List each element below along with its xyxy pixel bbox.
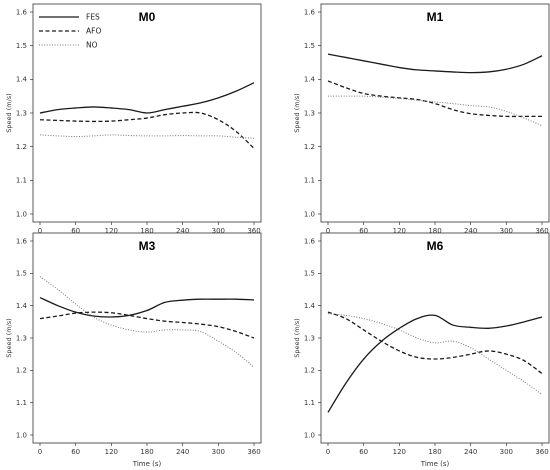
panel-title: M0 — [139, 10, 156, 24]
x-tick-label: 180 — [428, 448, 441, 456]
x-tick-label: 0 — [326, 227, 330, 235]
x-tick-label: 300 — [500, 227, 513, 235]
series-line-fes — [327, 53, 543, 74]
y-tick-label: 1.2 — [304, 367, 315, 375]
y-tick-label: 1.1 — [16, 177, 27, 185]
y-tick-label: 1.6 — [304, 237, 316, 245]
y-tick-label: 1.3 — [304, 334, 315, 342]
y-tick-label: 1.6 — [304, 8, 316, 16]
x-tick-label: 360 — [247, 448, 260, 456]
legend-label-afo: AFO — [86, 27, 101, 36]
y-axis-label: Speed (m/s) — [293, 318, 301, 357]
x-tick-label: 120 — [393, 448, 406, 456]
x-tick-label: 300 — [212, 448, 225, 456]
series-line-fes — [39, 296, 255, 318]
y-tick-label: 1.2 — [16, 367, 27, 375]
plot-frame — [320, 232, 550, 444]
x-tick-label: 0 — [326, 448, 330, 456]
x-tick-label: 300 — [500, 448, 513, 456]
y-tick-label: 1.3 — [16, 109, 27, 117]
panel-title: M1 — [427, 10, 444, 24]
y-tick-label: 1.1 — [304, 177, 315, 185]
y-tick-label: 1.2 — [304, 143, 315, 151]
series-line-fes — [39, 82, 255, 114]
x-tick-label: 240 — [176, 448, 189, 456]
x-tick-label: 60 — [71, 448, 80, 456]
y-tick-label: 1.5 — [304, 270, 315, 278]
panel-title: M3 — [139, 239, 156, 253]
y-tick-label: 1.0 — [16, 210, 27, 218]
y-tick-label: 1.0 — [304, 210, 315, 218]
x-tick-label: 180 — [140, 448, 153, 456]
series-line-afo — [39, 111, 255, 149]
x-tick-label: 120 — [105, 227, 118, 235]
y-tick-label: 1.4 — [304, 302, 316, 310]
y-tick-label: 1.4 — [16, 302, 28, 310]
legend-label-no: NO — [86, 41, 98, 50]
chart-panel-m3: 1.0 1.1 1.2 1.3 1.4 1.5 1.6 0 60 120 180 240 300 360 S… — [5, 232, 262, 468]
y-axis-label: Speed (m/s) — [5, 318, 13, 357]
y-tick-label: 1.6 — [16, 237, 28, 245]
y-tick-label: 1.5 — [16, 270, 27, 278]
x-tick-label: 120 — [105, 448, 118, 456]
y-tick-label: 1.0 — [304, 431, 315, 439]
x-tick-label: 0 — [38, 227, 42, 235]
series-line-afo — [327, 311, 543, 375]
series-line-no — [39, 276, 255, 368]
x-tick-label: 60 — [359, 227, 368, 235]
y-tick-label: 1.0 — [16, 431, 27, 439]
y-tick-label: 1.5 — [304, 42, 315, 50]
x-tick-label: 300 — [212, 227, 225, 235]
y-tick-label: 1.4 — [16, 76, 28, 84]
y-tick-label: 1.6 — [16, 8, 28, 16]
series-line-afo — [39, 311, 255, 339]
y-tick-label: 1.1 — [304, 399, 315, 407]
x-tick-label: 60 — [71, 227, 80, 235]
series-line-fes — [327, 314, 543, 413]
x-tick-label: 180 — [428, 227, 441, 235]
y-tick-label: 1.5 — [16, 42, 27, 50]
series-line-afo — [327, 80, 542, 118]
x-tick-label: 360 — [535, 448, 548, 456]
y-axis-label: Speed (m/s) — [293, 93, 301, 132]
panel-title: M6 — [427, 239, 444, 253]
chart-panel-m6: 1.0 1.1 1.2 1.3 1.4 1.5 1.6 0 60 120 180 240 300 360 S… — [293, 232, 550, 468]
y-tick-label: 1.3 — [304, 109, 315, 117]
x-tick-label: 180 — [140, 227, 153, 235]
y-tick-label: 1.3 — [16, 334, 27, 342]
y-tick-label: 1.4 — [304, 76, 316, 84]
plot-frame — [32, 232, 262, 444]
chart-panel-m1: 1.0 1.1 1.2 1.3 1.4 1.5 1.6 0 60 120 180 240 300 360 S… — [293, 3, 550, 235]
legend-label-fes: FES — [86, 13, 100, 22]
series-line-no — [328, 95, 543, 127]
x-axis-label: Time (s) — [132, 460, 162, 468]
y-axis-label: Speed (m/s) — [5, 93, 13, 132]
x-tick-label: 60 — [359, 448, 368, 456]
y-tick-label: 1.1 — [16, 399, 27, 407]
x-tick-label: 240 — [176, 227, 189, 235]
x-tick-label: 120 — [393, 227, 406, 235]
plot-frame — [320, 3, 550, 223]
series-line-no — [39, 134, 255, 139]
x-tick-label: 360 — [535, 227, 548, 235]
x-tick-label: 0 — [38, 448, 42, 456]
x-axis-label: Time (s) — [420, 460, 450, 468]
x-tick-label: 240 — [464, 448, 477, 456]
x-tick-label: 240 — [464, 227, 477, 235]
chart-panel-m0: 1.0 1.1 1.2 1.3 1.4 1.5 1.6 0 60 120 180 240 300 360 S… — [5, 3, 262, 235]
y-tick-label: 1.2 — [16, 143, 27, 151]
x-tick-label: 360 — [247, 227, 260, 235]
